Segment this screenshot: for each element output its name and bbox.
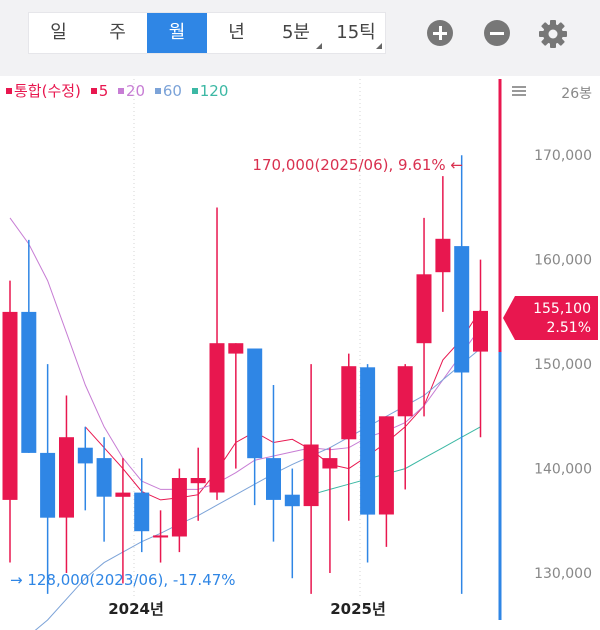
current-price-tag-shape [503,296,598,340]
candle-body-12 [228,343,244,354]
gear-icon[interactable] [537,18,569,50]
candle-body-10 [190,478,206,484]
candle-body-20 [378,416,394,515]
zoom-in-button[interactable] [427,20,453,46]
legend-main-label: 통합(수정) [14,82,81,100]
candle-body-11 [209,343,225,493]
ma-line-120 [310,426,481,496]
legend-ma20-label: 20 [126,82,146,100]
year-label-2025: 2025년 [330,600,386,618]
dropdown-corner-icon [376,43,382,49]
legend-ma20-swatch [118,88,125,94]
candle-body-7 [134,492,150,532]
low-annotation: → 128,000(2023/06), -17.47% [10,571,236,589]
candle-body-8 [153,535,169,538]
high-annotation: 170,000(2025/06), 9.61% ← [252,156,463,174]
dropdown-corner-icon [316,43,322,49]
y-tick-label: 160,000 [534,253,592,269]
year-label-2024: 2024년 [108,600,164,618]
period-day-button[interactable]: 일 [50,22,67,43]
period-5min-button[interactable]: 5분 [266,13,326,53]
toolbar: 일 주 월 년 5분 15틱 [0,0,600,76]
y-tick-label: 130,000 [534,566,592,582]
legend-ma60-swatch [154,88,161,94]
candle-body-9 [171,478,187,537]
vertical-gridlines [133,79,361,598]
current-price-value: 155,100 [533,301,591,317]
candle-body-25 [473,310,488,352]
candle-body-23 [435,238,451,273]
legend-ma5-swatch [90,88,97,94]
period-selector: 일 주 월 년 5분 15틱 [28,12,386,54]
candle-body-15 [284,494,300,507]
bar-count-label: 26봉 [561,86,592,102]
legend-ma120: 120 [191,82,229,100]
period-week-button[interactable]: 주 [109,22,126,43]
y-tick-label: 170,000 [534,148,592,164]
candle-body-3 [59,437,74,518]
candle-body-18 [341,366,357,440]
ma-line-20 [9,217,481,490]
y-axis: 170,000 160,000 150,000 140,000 130,000 [534,148,592,582]
ma-line-5 [84,309,481,501]
legend-main-swatch [6,88,12,94]
hamburger-menu-icon[interactable] [512,86,526,96]
period-5min-label: 5분 [281,22,310,43]
current-price-change: 2.51% [547,320,591,336]
candle-body-16 [303,444,319,507]
legend-main: 통합(수정) [6,82,81,100]
period-15tick-label: 15틱 [336,22,376,43]
candle-body-4 [77,447,93,464]
candle-body-13 [247,348,263,459]
period-15tick-button[interactable]: 15틱 [326,13,386,53]
minus-icon [490,31,504,35]
period-year-button[interactable]: 년 [228,22,245,43]
y-tick-label: 140,000 [534,462,592,478]
legend-ma5-label: 5 [98,82,109,100]
chart-legend: 통합(수정) 5 20 60 120 [6,80,233,101]
period-month-button[interactable]: 월 [147,13,207,53]
candle-body-14 [266,458,281,500]
legend-ma120-label: 120 [199,82,229,100]
candle-body-2 [40,452,56,518]
candle-body-6 [115,492,131,497]
legend-ma20: 20 [118,82,145,100]
current-price-tag: 155,100 2.51% [503,296,598,340]
candle-body-17 [322,458,338,469]
candle-body-22 [416,274,432,344]
candle-body-24 [454,246,470,373]
legend-ma60-label: 60 [162,82,182,100]
candle-body-5 [96,458,112,497]
legend-ma60: 60 [154,82,182,100]
legend-ma120-swatch [191,88,198,94]
plus-icon-vertical [438,26,442,40]
candles [2,155,488,594]
candle-body-1 [21,311,37,453]
candle-body-21 [397,366,413,417]
legend-ma5: 5 [90,82,109,100]
candle-body-19 [360,367,376,515]
y-tick-label: 150,000 [534,357,592,373]
candle-body-0 [2,311,18,500]
zoom-out-button[interactable] [484,20,510,46]
moving-average-lines [9,217,481,630]
